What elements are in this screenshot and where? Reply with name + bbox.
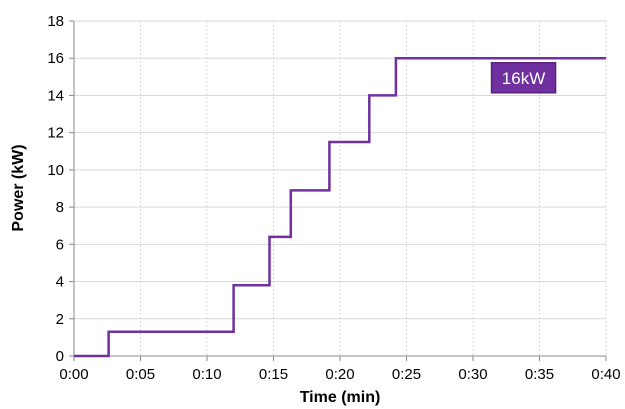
y-tick-labels: 0 2 4 6 8 10 12 14 16 18 xyxy=(47,13,64,365)
y-tick-label: 0 xyxy=(56,348,64,365)
x-tick-label: 0:25 xyxy=(392,366,421,383)
x-axis-title: Time (min) xyxy=(300,389,381,406)
x-tick-label: 0:15 xyxy=(259,366,288,383)
x-tick-label: 0:20 xyxy=(325,366,354,383)
axes xyxy=(69,20,607,361)
y-tick-label: 10 xyxy=(47,162,64,179)
y-tick-label: 8 xyxy=(56,199,64,216)
x-tick-label: 0:10 xyxy=(192,366,221,383)
series-layer xyxy=(74,56,606,358)
y-tick-label: 18 xyxy=(47,13,64,30)
x-tick-label: 0:40 xyxy=(591,366,620,383)
y-tick-label: 12 xyxy=(47,125,64,142)
series-line xyxy=(74,56,606,358)
x-tick-label: 0:35 xyxy=(525,366,554,383)
grid-lines xyxy=(74,20,607,356)
annotation-label: 16kW xyxy=(502,69,545,88)
y-tick-label: 2 xyxy=(56,311,64,328)
x-tick-labels: 0:00 0:05 0:10 0:15 0:20 0:25 0:30 0:35 0:40 xyxy=(59,366,620,383)
x-tick-label: 0:05 xyxy=(126,366,155,383)
y-axis-title: Power (kW) xyxy=(10,144,27,231)
y-tick-label: 16 xyxy=(47,50,64,67)
x-tick-label: 0:30 xyxy=(458,366,487,383)
y-tick-label: 4 xyxy=(56,274,64,291)
annotation-layer: 16kW xyxy=(490,62,557,94)
y-tick-label: 6 xyxy=(56,236,64,253)
annotation-badge xyxy=(490,62,557,94)
x-tick-label: 0:00 xyxy=(59,366,88,383)
y-tick-label: 14 xyxy=(47,87,64,104)
